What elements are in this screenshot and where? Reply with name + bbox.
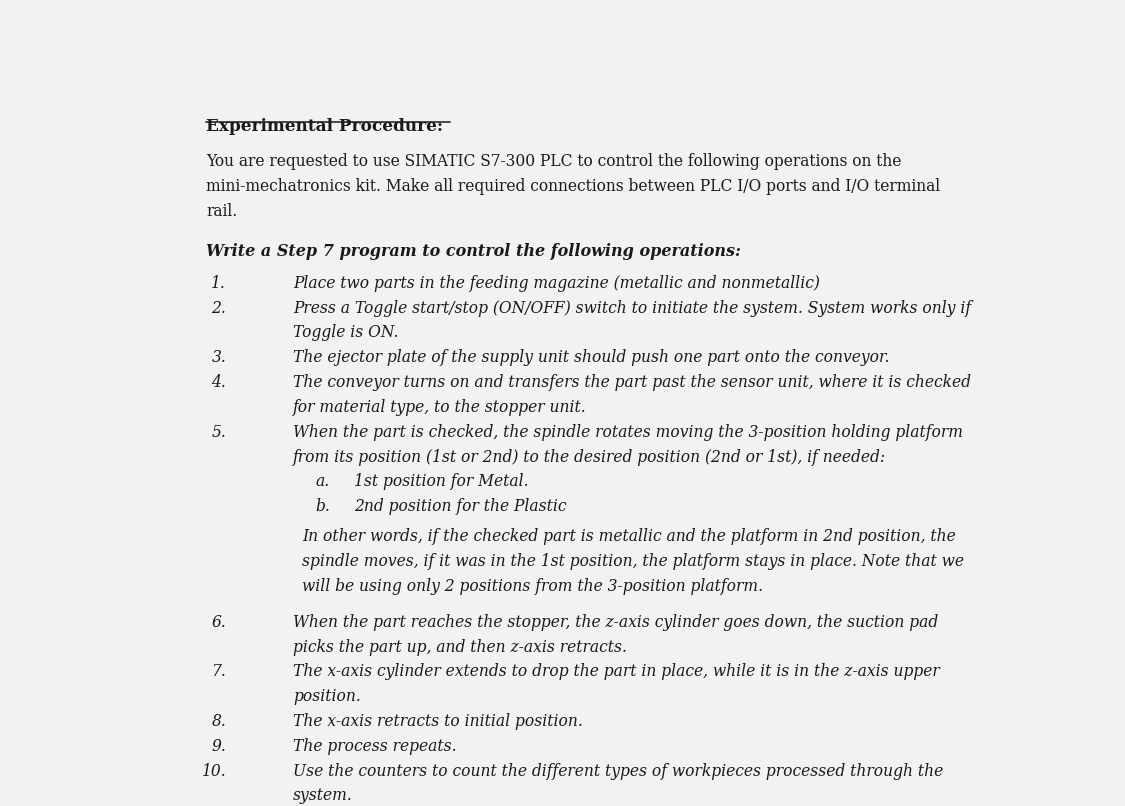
Text: 1.: 1. <box>212 275 226 292</box>
Text: picks the part up, and then z-axis retracts.: picks the part up, and then z-axis retra… <box>294 638 627 655</box>
Text: 4.: 4. <box>212 374 226 391</box>
Text: 2.: 2. <box>212 300 226 317</box>
Text: position.: position. <box>294 688 361 705</box>
Text: will be using only 2 positions from the 3-position platform.: will be using only 2 positions from the … <box>302 578 763 595</box>
Text: rail.: rail. <box>206 203 237 221</box>
Text: a.: a. <box>315 473 330 490</box>
Text: The x-axis retracts to initial position.: The x-axis retracts to initial position. <box>294 713 583 730</box>
Text: Write a Step 7 program to control the following operations:: Write a Step 7 program to control the fo… <box>206 243 741 260</box>
Text: In other words, if the checked part is metallic and the platform in 2nd position: In other words, if the checked part is m… <box>302 528 955 545</box>
Text: 6.: 6. <box>212 613 226 631</box>
Text: Place two parts in the feeding magazine (metallic and nonmetallic): Place two parts in the feeding magazine … <box>294 275 820 292</box>
Text: from its position (1st or 2nd) to the desired position (2nd or 1st), if needed:: from its position (1st or 2nd) to the de… <box>294 449 886 466</box>
Text: 10.: 10. <box>201 762 226 779</box>
Text: Experimental Procedure:: Experimental Procedure: <box>206 118 443 135</box>
Text: The conveyor turns on and transfers the part past the sensor unit, where it is c: The conveyor turns on and transfers the … <box>294 374 971 391</box>
Text: 2nd position for the Plastic: 2nd position for the Plastic <box>354 498 567 515</box>
Text: Press a Toggle start/stop (ON/OFF) switch to initiate the system. System works o: Press a Toggle start/stop (ON/OFF) switc… <box>294 300 971 317</box>
Text: The x-axis cylinder extends to drop the part in place, while it is in the z-axis: The x-axis cylinder extends to drop the … <box>294 663 940 680</box>
Text: 8.: 8. <box>212 713 226 730</box>
Text: When the part is checked, the spindle rotates moving the 3-position holding plat: When the part is checked, the spindle ro… <box>294 424 963 441</box>
Text: The process repeats.: The process repeats. <box>294 737 457 755</box>
Text: You are requested to use SIMATIC S7-300 PLC to control the following operations : You are requested to use SIMATIC S7-300 … <box>206 152 901 169</box>
Text: spindle moves, if it was in the 1st position, the platform stays in place. Note : spindle moves, if it was in the 1st posi… <box>302 553 964 570</box>
Text: Use the counters to count the different types of workpieces processed through th: Use the counters to count the different … <box>294 762 944 779</box>
Text: 7.: 7. <box>212 663 226 680</box>
Text: When the part reaches the stopper, the z-axis cylinder goes down, the suction pa: When the part reaches the stopper, the z… <box>294 613 938 631</box>
Text: b.: b. <box>315 498 330 515</box>
Text: mini-mechatronics kit. Make all required connections between PLC I/O ports and I: mini-mechatronics kit. Make all required… <box>206 178 940 195</box>
Text: 5.: 5. <box>212 424 226 441</box>
Text: 3.: 3. <box>212 349 226 366</box>
Text: The ejector plate of the supply unit should push one part onto the conveyor.: The ejector plate of the supply unit sho… <box>294 349 890 366</box>
Text: for material type, to the stopper unit.: for material type, to the stopper unit. <box>294 399 587 416</box>
Text: system.: system. <box>294 787 353 804</box>
Text: Toggle is ON.: Toggle is ON. <box>294 325 398 342</box>
Text: 9.: 9. <box>212 737 226 755</box>
Text: 1st position for Metal.: 1st position for Metal. <box>354 473 529 490</box>
